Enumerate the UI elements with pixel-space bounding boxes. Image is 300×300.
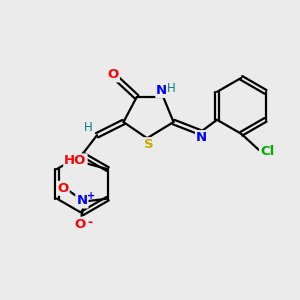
Text: -: - [87,216,92,229]
Text: HO: HO [64,154,87,167]
Text: N: N [156,84,167,97]
Text: Cl: Cl [260,145,274,158]
Text: N: N [196,131,207,144]
Text: O: O [57,182,69,195]
Text: S: S [144,138,153,151]
Text: +: + [87,191,95,201]
Text: N: N [76,194,87,207]
Text: H: H [167,82,176,95]
Text: O: O [108,68,119,81]
Text: H: H [84,121,92,134]
Text: O: O [74,218,85,231]
